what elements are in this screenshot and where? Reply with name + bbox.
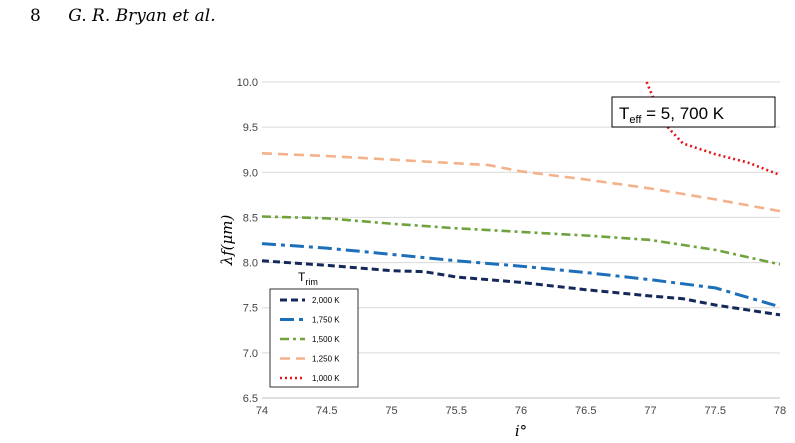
series-line-5 [645, 81, 781, 177]
x-tick-label: 77 [644, 405, 656, 417]
y-tick-label: 8.5 [243, 212, 258, 224]
x-tick-label: 76 [515, 405, 527, 417]
y-tick-label: 9.5 [243, 122, 258, 134]
x-tick-label: 75.5 [446, 405, 467, 417]
y-tick-label: 8.0 [243, 258, 258, 270]
annotation-text: Teff = 5, 700 K [619, 104, 725, 126]
legend-label: 1,500 K [312, 335, 340, 344]
running-head: 8 G. R. Bryan et al. [30, 6, 216, 26]
y-tick-label: 6.5 [243, 393, 258, 405]
series-line-2 [261, 242, 781, 309]
y-tick-label: 7.0 [243, 348, 258, 360]
legend-label: 1,250 K [312, 355, 340, 364]
annotation-box [611, 96, 776, 128]
x-axis-title: i° [515, 422, 527, 440]
x-tick-label: 76.5 [575, 405, 596, 417]
page-number: 8 [30, 6, 41, 26]
teff-annotation: Teff = 5, 700 K [611, 96, 776, 128]
legend-title: Trim [298, 270, 318, 287]
y-tick-label: 7.5 [243, 303, 258, 315]
x-tick-label: 75 [385, 405, 397, 417]
series-line-4 [261, 152, 781, 213]
legend-label: 2,000 K [312, 296, 340, 305]
x-tick-label: 74 [256, 405, 268, 417]
x-tick-label: 77.5 [705, 405, 726, 417]
y-tick-label: 10.0 [237, 77, 258, 89]
legend-label: 1,750 K [312, 316, 340, 325]
x-tick-label: 74.5 [316, 405, 337, 417]
y-axis-title: λf(μm) [218, 214, 236, 266]
x-tick-label: 78 [774, 405, 786, 417]
legend-label: 1,000 K [312, 374, 340, 383]
tick-labels: 6.5 7.0 7.5 8.0 8.5 9.0 9.5 10.0 74 74.5 75 75.5 76 7… [237, 77, 787, 417]
series-line-1 [261, 259, 781, 317]
series-line-3 [261, 215, 781, 266]
legend: Trim 2,000 K 1,750 K 1,500 K 1,250 K 1,000 K [269, 270, 359, 388]
y-tick-label: 9.0 [243, 167, 258, 179]
running-head-authors: G. R. Bryan et al. [68, 6, 216, 26]
